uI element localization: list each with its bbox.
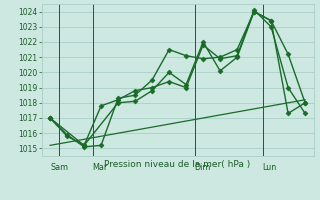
Text: Dim: Dim (195, 163, 211, 172)
Text: Mar: Mar (92, 163, 108, 172)
Text: Sam: Sam (50, 163, 68, 172)
X-axis label: Pression niveau de la mer( hPa ): Pression niveau de la mer( hPa ) (104, 160, 251, 169)
Text: Lun: Lun (263, 163, 277, 172)
